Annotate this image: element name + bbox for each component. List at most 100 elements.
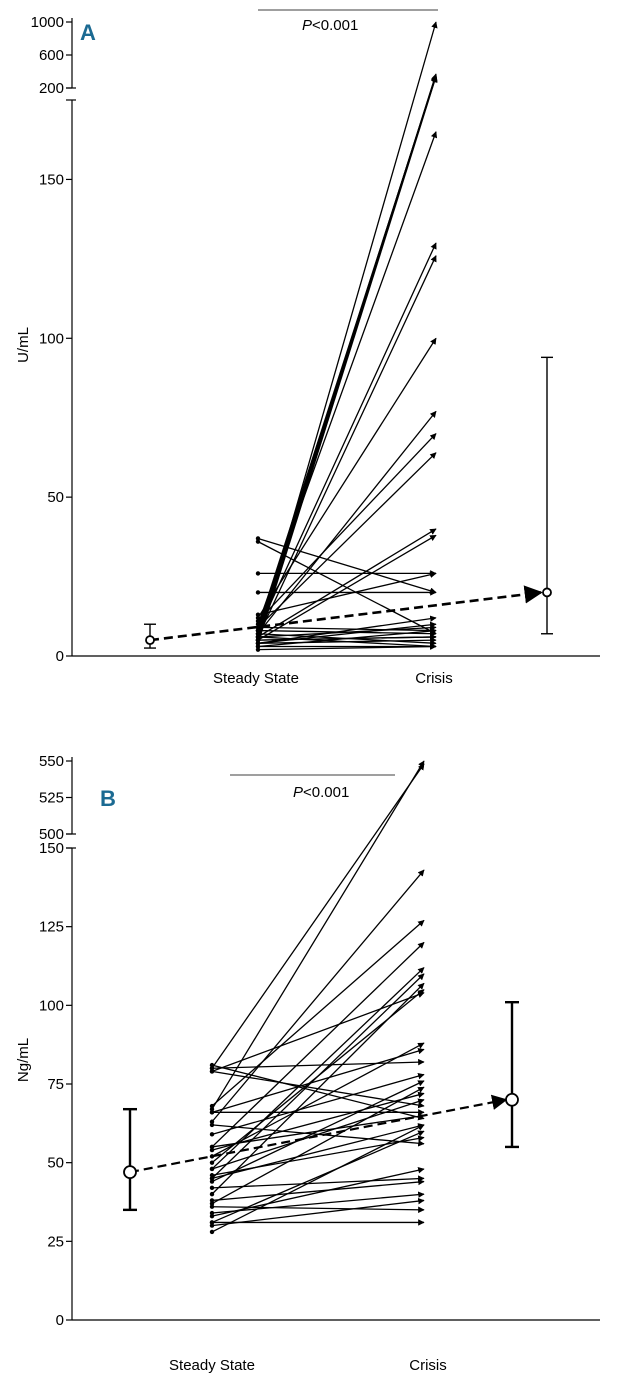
paired-start-point — [209, 1062, 215, 1068]
paired-start-point — [209, 1223, 215, 1228]
paired-start-point — [255, 634, 261, 640]
crisis-median-marker — [542, 587, 552, 598]
paired-line — [211, 1047, 425, 1113]
paired-line — [257, 433, 437, 622]
paired-start-point — [209, 1191, 215, 1197]
paired-start-point — [209, 1103, 215, 1109]
paired-start-point — [209, 1179, 215, 1184]
paired-line — [211, 919, 425, 1107]
y-tick-label: 1000 — [31, 14, 64, 31]
paired-line — [211, 1206, 425, 1214]
paired-start-point — [255, 571, 261, 576]
paired-start-point — [209, 1210, 215, 1216]
paired-start-point — [209, 1066, 215, 1071]
paired-line — [211, 1167, 425, 1217]
paired-line — [211, 941, 425, 1148]
y-tick-label: 75 — [47, 1076, 64, 1093]
y-tick-label: 550 — [39, 753, 64, 770]
paired-line — [211, 760, 425, 1110]
panel-a-x-label-crisis: Crisis — [415, 670, 453, 687]
paired-start-point — [209, 1166, 215, 1172]
paired-start-point — [255, 536, 261, 541]
paired-line — [211, 1070, 425, 1109]
paired-start-point — [255, 590, 261, 595]
paired-start-point — [209, 1110, 215, 1115]
y-tick-label: 25 — [47, 1233, 64, 1250]
panel-b-p-value: P<0.001 — [293, 784, 349, 801]
paired-start-point — [209, 1147, 215, 1153]
paired-start-point — [209, 1201, 215, 1206]
paired-line — [211, 1197, 425, 1227]
paired-start-point — [209, 1185, 215, 1191]
paired-start-point — [209, 1132, 215, 1137]
y-tick-label: 125 — [39, 919, 64, 936]
paired-start-point — [209, 1229, 215, 1235]
paired-start-point — [209, 1144, 215, 1150]
paired-start-point — [255, 637, 261, 643]
paired-start-point — [255, 622, 261, 627]
paired-start-point — [255, 539, 261, 544]
paired-start-point — [209, 1220, 215, 1225]
y-tick-label: 0 — [56, 648, 64, 665]
paired-start-point — [255, 641, 261, 646]
paired-line — [211, 1091, 425, 1151]
y-tick-label: 150 — [39, 171, 64, 188]
paired-line — [257, 626, 437, 634]
panel-b-paired-lines — [209, 760, 425, 1235]
paired-line — [211, 1086, 425, 1205]
paired-line — [257, 633, 437, 641]
paired-line — [211, 967, 425, 1170]
paired-line — [257, 75, 438, 644]
paired-line — [257, 242, 437, 631]
paired-line — [257, 571, 437, 616]
paired-start-point — [209, 1119, 215, 1124]
paired-start-point — [255, 644, 261, 649]
panel-a-paired-lines — [255, 21, 438, 652]
paired-start-point — [209, 1106, 215, 1112]
panel-b-p-text: <0.001 — [303, 784, 349, 801]
median-trend-line — [129, 1094, 508, 1174]
y-tick-label: 150 — [39, 840, 64, 857]
paired-line — [211, 1135, 425, 1176]
paired-line — [211, 989, 425, 1164]
paired-line — [211, 1042, 425, 1157]
paired-line — [257, 541, 437, 635]
panel-a-summary — [144, 356, 553, 649]
paired-line — [211, 1178, 425, 1202]
paired-start-point — [255, 647, 261, 652]
paired-start-point — [209, 1198, 215, 1203]
paired-line — [211, 1175, 425, 1189]
paired-line — [211, 1124, 425, 1233]
y-tick-label: 600 — [39, 47, 64, 64]
y-tick-label: 500 — [39, 826, 64, 843]
y-tick-label: 100 — [39, 330, 64, 347]
paired-start-point — [255, 625, 261, 630]
panel-a-p-text: <0.001 — [312, 17, 358, 34]
paired-line — [257, 337, 437, 619]
y-tick-label: 50 — [47, 1155, 64, 1172]
paired-line — [211, 1113, 425, 1148]
paired-line — [211, 1124, 425, 1147]
panel-b-x-label-crisis: Crisis — [409, 1357, 447, 1374]
y-tick-label: 50 — [47, 489, 64, 506]
paired-start-point — [209, 1176, 215, 1181]
paired-start-point — [209, 1122, 215, 1128]
paired-start-point — [209, 1160, 215, 1165]
steady-median-marker — [123, 1165, 137, 1180]
panel-a-p-prefix: P — [302, 17, 312, 34]
panel-b-letter: B — [100, 786, 116, 811]
paired-line — [257, 75, 438, 628]
y-tick-label: 525 — [39, 790, 64, 807]
paired-start-point — [255, 612, 261, 617]
y-tick-label: 0 — [56, 1312, 64, 1329]
paired-line — [211, 869, 425, 1123]
paired-line — [257, 528, 437, 638]
paired-line — [257, 643, 437, 651]
panel-a-y-axis-label: U/mL — [15, 327, 32, 363]
paired-start-point — [209, 1213, 215, 1219]
panel-b-y-axis-label: Ng/mL — [15, 1038, 32, 1082]
paired-line — [211, 991, 425, 1073]
